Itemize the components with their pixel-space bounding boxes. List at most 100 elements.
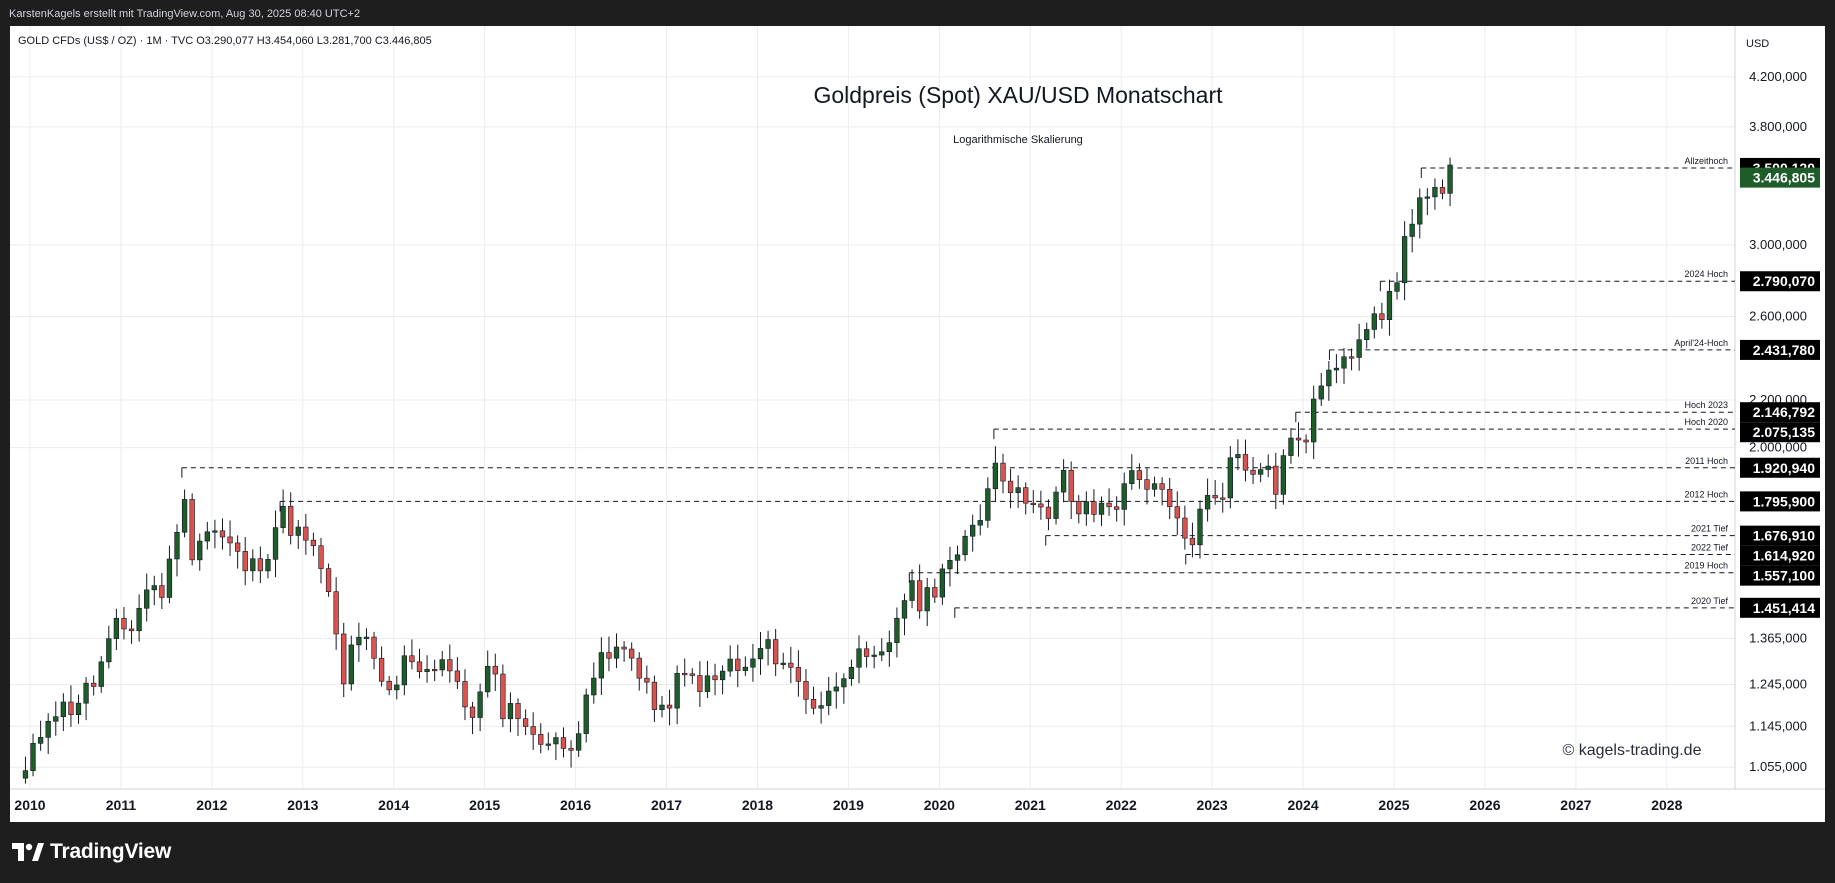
level-name: 2021 Tief (1691, 524, 1729, 534)
level-name: 2024 Hoch (1684, 269, 1728, 279)
candle-body (1295, 437, 1302, 441)
candle-body (522, 718, 529, 727)
candle-body (583, 694, 589, 734)
candle-body (735, 658, 741, 671)
candle-body (356, 636, 362, 646)
chart-svg[interactable]: Allzeithoch 2024 Hoch April'24-Hoch Hoch 20… (0, 0, 1835, 822)
candle-body (219, 530, 226, 538)
candle-body (538, 734, 544, 745)
x-tick-label: 2019 (833, 797, 864, 813)
candle-body (651, 681, 658, 710)
level-price-label-bg (1740, 271, 1820, 292)
candle-body (212, 530, 218, 533)
x-tick-label: 2015 (469, 797, 500, 813)
candle-body (295, 526, 301, 536)
currency-label[interactable]: USD (1746, 38, 1770, 50)
x-tick-label: 2014 (378, 797, 409, 813)
y-tick-label: 1.245,000 (1749, 676, 1807, 691)
candle-body (591, 677, 597, 696)
candle-body (121, 617, 127, 630)
candle-body (454, 670, 461, 682)
candle-body (810, 699, 817, 709)
candle-body (378, 657, 385, 682)
candle-body (227, 536, 233, 544)
chart-subtitle: Logarithmische Skalierung (953, 134, 1083, 146)
level-name: Hoch 2023 (1684, 400, 1728, 410)
candle-body (348, 644, 354, 685)
candle-body (91, 682, 97, 687)
candle-body (30, 743, 36, 771)
y-tick-label: 1.145,000 (1749, 718, 1807, 733)
candle-body (568, 748, 574, 751)
x-tick-label: 2026 (1469, 797, 1500, 813)
candle-body (166, 558, 173, 598)
candle-body (310, 539, 317, 547)
candle-body (1023, 487, 1029, 504)
candle-body (712, 675, 718, 681)
candle-body (1265, 465, 1271, 470)
current-price-label-bg (1740, 167, 1820, 188)
candle-body (1235, 454, 1241, 459)
candle-body (288, 505, 294, 536)
y-tick-label: 2.600,000 (1749, 309, 1807, 324)
candle-body (325, 568, 332, 592)
x-tick-label: 2024 (1287, 797, 1318, 813)
grid-lines (10, 26, 1735, 789)
level-name: Hoch 2020 (1684, 417, 1728, 427)
candle-body (1182, 517, 1188, 539)
candle-body (257, 558, 264, 572)
candle-body (901, 600, 908, 619)
tradingview-logo-icon (12, 843, 44, 861)
candle-body (1136, 470, 1143, 480)
y-tick-label: 3.000,000 (1749, 237, 1807, 252)
level-price-label-bg (1740, 491, 1820, 512)
candle-body (1015, 487, 1021, 494)
candle-body (1114, 506, 1120, 510)
candle-body (704, 675, 711, 692)
symbol-info[interactable]: GOLD CFDs (US$ / OZ) · 1M · TVC O3.290,0… (18, 35, 432, 47)
level-name: 2019 Hoch (1684, 561, 1728, 571)
candle-body (1371, 313, 1377, 330)
candle-body (1197, 508, 1203, 546)
candle-body (401, 655, 407, 686)
candle-body (553, 737, 559, 745)
candle-body (318, 545, 324, 569)
candle-body (1144, 479, 1150, 490)
level-price-label-bg (1740, 457, 1820, 478)
level-name: 2020 Tief (1691, 596, 1729, 606)
candle-body (909, 580, 915, 601)
x-tick-label: 2022 (1106, 797, 1137, 813)
candle-body (174, 531, 180, 560)
candle-body (795, 667, 802, 682)
candle-body (1250, 469, 1256, 475)
candle-body (477, 691, 483, 718)
candle-body (272, 527, 279, 560)
candle-body (113, 617, 120, 639)
candle-body (1409, 223, 1415, 237)
candle-body (954, 554, 961, 561)
candle-body (250, 558, 256, 572)
candle-body (1242, 454, 1249, 471)
chart-panel[interactable] (10, 26, 1825, 822)
x-tick-label: 2027 (1560, 797, 1591, 813)
level-name: Allzeithoch (1684, 156, 1728, 166)
candle-body (780, 662, 786, 665)
candle-body (962, 535, 968, 556)
level-name: April'24-Hoch (1674, 338, 1728, 348)
tradingview-logo[interactable]: TradingView (12, 840, 171, 864)
candle-body (303, 526, 309, 541)
candle-body (371, 636, 377, 659)
candle-body (992, 462, 999, 489)
candle-body (1106, 502, 1112, 508)
candle-body (765, 639, 771, 649)
candle-body (204, 531, 210, 542)
candle-body (560, 737, 567, 749)
candle-body (341, 633, 347, 685)
candle-body (757, 648, 764, 660)
current-price-label: 3.446,805 (1753, 170, 1815, 186)
level-price-label-bg (1740, 402, 1820, 423)
candle-body (492, 665, 498, 675)
candle-body (1379, 313, 1385, 320)
candle-body (98, 661, 104, 687)
candle-body (1007, 480, 1014, 494)
